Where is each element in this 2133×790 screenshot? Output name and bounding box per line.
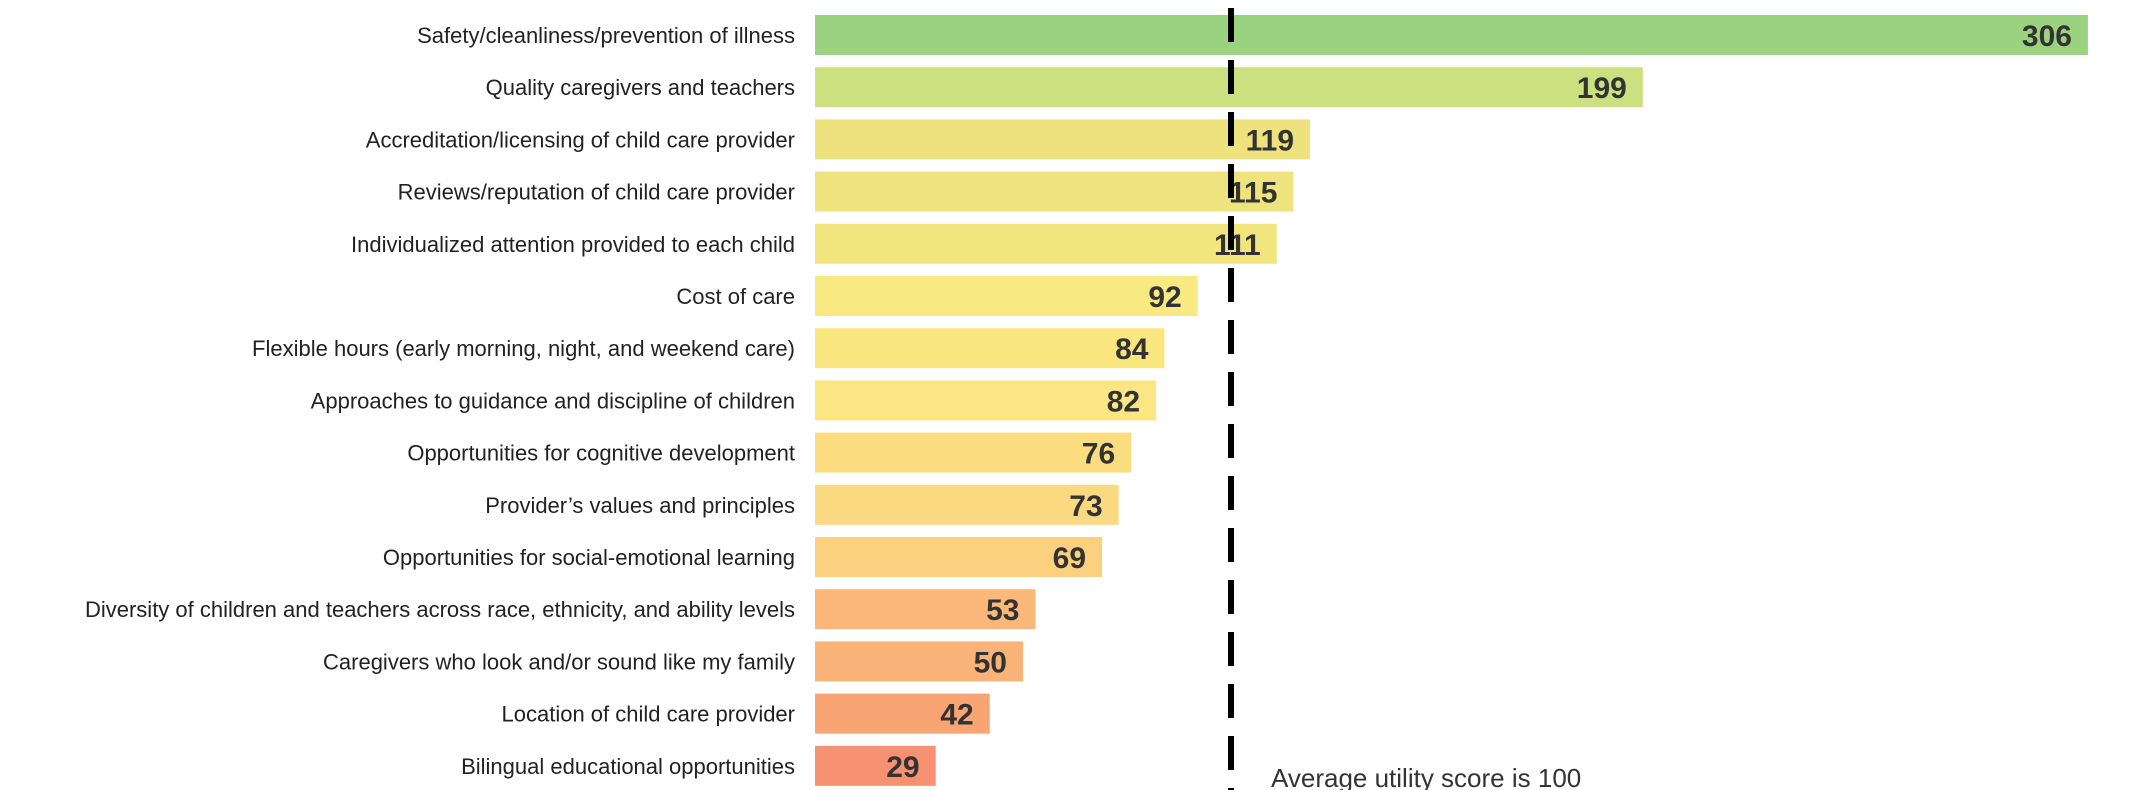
category-label: Accreditation/licensing of child care pr… [366,127,795,152]
bar [815,223,1277,264]
category-label: Approaches to guidance and discipline of… [311,388,795,413]
value-label: 42 [940,699,973,732]
value-label: 115 [1229,177,1277,210]
value-label: 82 [1107,385,1140,418]
category-label: Reviews/reputation of child care provide… [398,180,795,205]
category-label: Flexible hours (early morning, night, an… [252,336,795,361]
bar [815,276,1198,316]
bar [815,380,1157,421]
value-label: 84 [1115,333,1149,366]
category-label: Cost of care [676,284,795,309]
category-label: Provider’s values and principles [485,493,795,518]
category-label: Diversity of children and teachers acros… [85,597,795,622]
bar [815,328,1165,369]
value-label: 111 [1214,229,1261,262]
value-label: 73 [1069,490,1102,523]
value-label: 29 [886,751,919,784]
bars-layer [815,15,2088,786]
category-label: Quality caregivers and teachers [486,75,795,100]
bar [815,589,1036,630]
average-utility-note: Average utility score is 100 [1271,763,1581,790]
bar [815,484,1119,525]
category-label: Bilingual educational opportunities [461,754,795,779]
bar [815,693,990,734]
value-label: 199 [1577,72,1627,105]
category-label: Safety/cleanliness/prevention of illness [417,23,795,48]
value-label: 50 [974,646,1007,679]
category-label: Opportunities for cognitive development [407,441,795,466]
category-label: Caregivers who look and/or sound like my… [323,649,795,674]
bar [815,171,1294,212]
bar [815,432,1132,473]
bar [815,537,1103,577]
bar [815,745,936,786]
value-label: 306 [2022,20,2072,53]
category-label: Opportunities for social-emotional learn… [383,545,795,570]
value-label: 119 [1246,124,1294,157]
bar [815,119,1311,160]
category-label: Individualized attention provided to eac… [351,232,795,257]
value-label: 53 [986,594,1019,627]
bar [815,641,1023,682]
bar [815,15,2088,55]
category-labels: Safety/cleanliness/prevention of illness… [85,23,795,779]
value-label: 76 [1082,438,1115,471]
value-label: 92 [1148,281,1181,314]
category-label: Location of child care provider [502,702,796,727]
value-label: 69 [1053,542,1086,575]
